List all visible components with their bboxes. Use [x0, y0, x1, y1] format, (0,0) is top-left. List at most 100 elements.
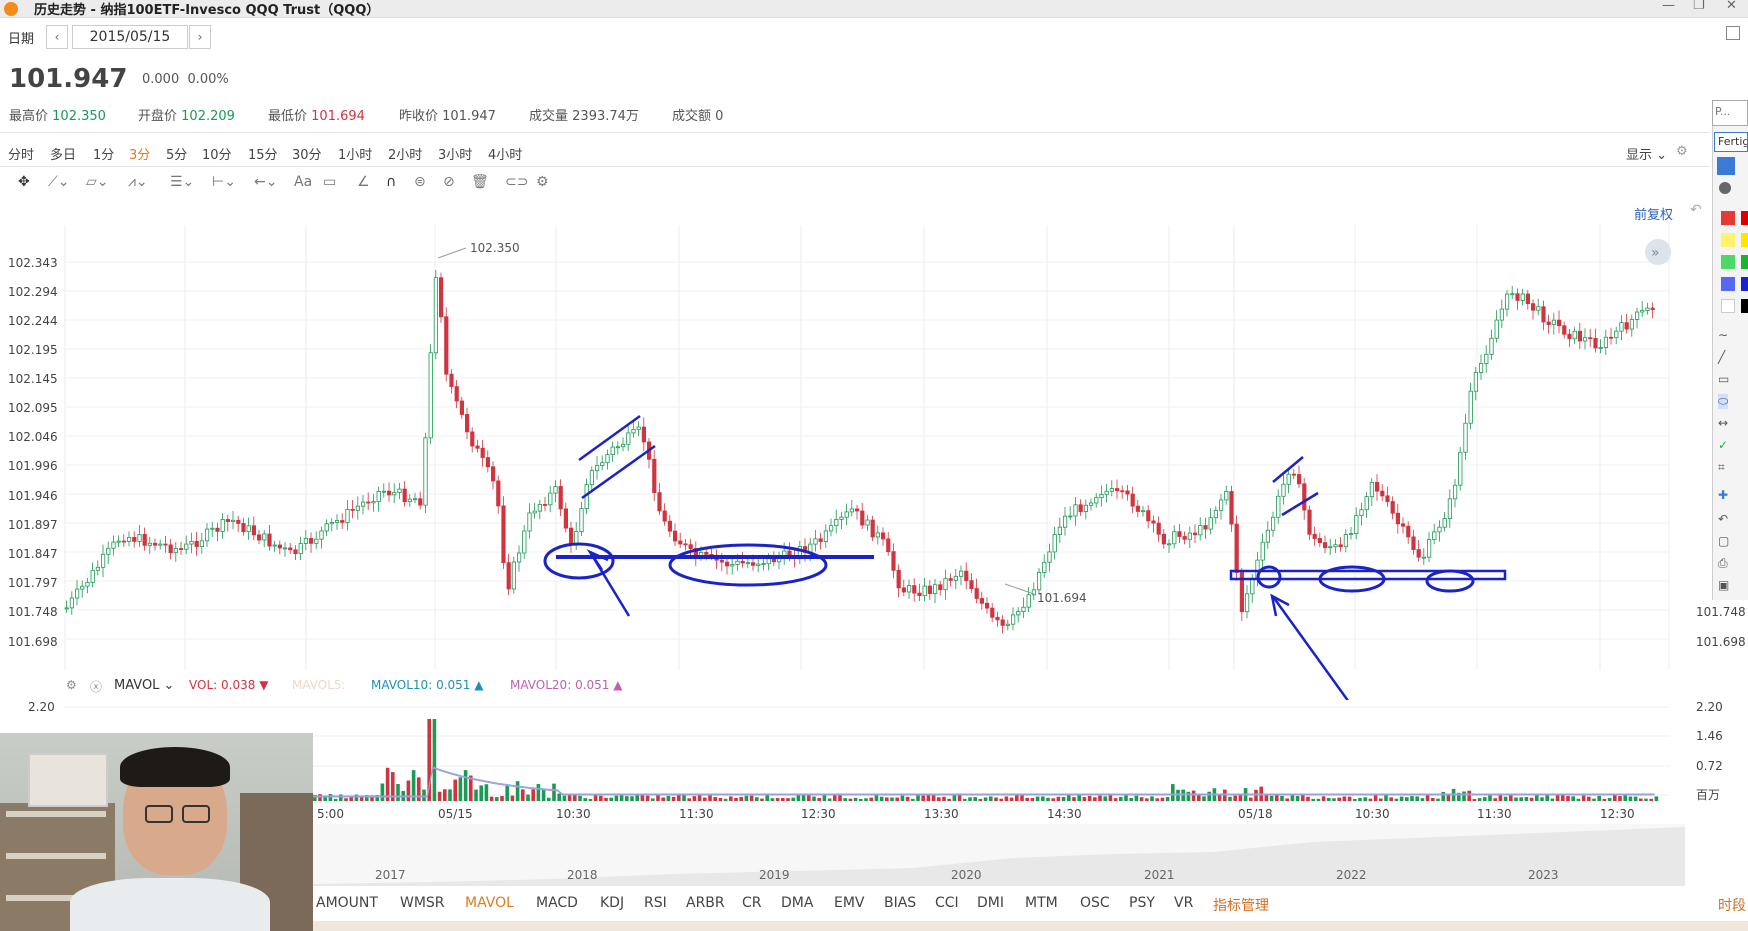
period-corner-label[interactable]: 时段: [1718, 895, 1746, 915]
color-white[interactable]: [1721, 299, 1735, 313]
settings-icon[interactable]: ⚙: [1676, 144, 1688, 159]
indicator-manage-button[interactable]: 指标管理: [1213, 895, 1269, 915]
period-tab-10m[interactable]: 10分: [202, 144, 232, 163]
note-icon[interactable]: ▭: [323, 174, 336, 190]
time-navigator[interactable]: [313, 824, 1685, 886]
indicator-tab-mavol[interactable]: MAVOL: [465, 895, 514, 911]
volume-bar: [677, 795, 681, 801]
candle: [902, 588, 905, 592]
text-icon[interactable]: Aa: [294, 174, 312, 190]
palette-font-input[interactable]: Fertig: [1714, 132, 1748, 152]
indicator-tab-emv[interactable]: EMV: [834, 895, 865, 911]
delete-icon[interactable]: 🗑: [471, 174, 489, 190]
channel-icon[interactable]: ▱⌄: [86, 174, 109, 190]
volume-close-icon[interactable]: ⓧ: [90, 678, 102, 695]
maximize-icon[interactable]: ❐: [1693, 0, 1705, 13]
period-tab-4h[interactable]: 4小时: [488, 144, 522, 163]
candle: [122, 541, 125, 542]
move-icon[interactable]: ✥: [18, 174, 30, 190]
line-tool-icon[interactable]: ╱: [1718, 350, 1725, 364]
fib-icon[interactable]: ☰⌄: [170, 174, 194, 190]
volume-indicator-dropdown[interactable]: MAVOL ⌄: [114, 678, 174, 693]
period-tab-15m[interactable]: 15分: [248, 144, 278, 163]
volume-bar: [464, 770, 468, 801]
indicator-tab-cr[interactable]: CR: [742, 895, 762, 911]
pen-dot-small[interactable]: [1717, 157, 1735, 175]
indicator-tab-bias[interactable]: BIAS: [884, 895, 916, 911]
volume-bar: [1119, 797, 1123, 801]
color-darkgreen[interactable]: [1741, 255, 1748, 269]
indicator-tab-amount[interactable]: AMOUNT: [316, 895, 378, 911]
indicator-tab-arbr[interactable]: ARBR: [686, 895, 725, 911]
volume-bar: [1285, 798, 1289, 801]
annotation-line: [1282, 493, 1318, 515]
undo-icon[interactable]: ↶: [1690, 202, 1702, 218]
indicator-tab-dma[interactable]: DMA: [781, 895, 813, 911]
palette-undo-icon[interactable]: ↶: [1718, 512, 1728, 526]
color-black[interactable]: [1741, 299, 1748, 313]
period-tab-3m[interactable]: 3分: [129, 144, 150, 163]
indicator-tab-kdj[interactable]: KDJ: [600, 895, 624, 911]
indicator-tab-vr[interactable]: VR: [1174, 895, 1193, 911]
indicator-tab-cci[interactable]: CCI: [935, 895, 959, 911]
measure-icon[interactable]: ⊢⌄: [212, 174, 236, 190]
screen-icon[interactable]: ▣: [1718, 578, 1729, 592]
date-input[interactable]: 2015/05/15: [72, 25, 188, 49]
crop-icon[interactable]: ⌗: [1718, 460, 1725, 475]
color-gold[interactable]: [1741, 233, 1748, 247]
indicator-tab-mtm[interactable]: MTM: [1025, 895, 1058, 911]
color-yellow[interactable]: [1721, 233, 1735, 247]
period-tab-1h[interactable]: 1小时: [338, 144, 372, 163]
volume-bar: [589, 799, 593, 801]
print-icon[interactable]: ⎙: [1718, 556, 1728, 571]
wave-icon[interactable]: ⩘⌄: [128, 174, 148, 190]
candlestick-chart[interactable]: 102.350 101.694 »: [0, 220, 1690, 700]
zoom-in-icon[interactable]: ✚: [1718, 488, 1728, 502]
double-arrow-icon[interactable]: ↔: [1718, 416, 1728, 430]
color-green[interactable]: [1721, 255, 1735, 269]
photo-frame: [28, 753, 108, 807]
link-icon[interactable]: ⊂⊃: [505, 174, 528, 190]
minimize-icon[interactable]: —: [1662, 0, 1675, 13]
color-darkblue[interactable]: [1741, 277, 1748, 291]
indicator-tab-psy[interactable]: PSY: [1129, 895, 1155, 911]
trendline-icon[interactable]: ⟋⌄: [48, 174, 70, 190]
rect-tool-icon[interactable]: ▭: [1718, 372, 1729, 386]
indicator-tab-wmsr[interactable]: WMSR: [400, 895, 445, 911]
tool-settings-icon[interactable]: ⚙: [536, 174, 549, 190]
period-tab-5m[interactable]: 5分: [166, 144, 187, 163]
freehand-icon[interactable]: ∼: [1718, 328, 1728, 342]
candle: [231, 520, 234, 521]
volume-settings-icon[interactable]: ⚙: [66, 678, 77, 692]
display-dropdown[interactable]: 显示 ⌄: [1626, 144, 1667, 163]
period-tab-3h[interactable]: 3小时: [438, 144, 472, 163]
candle: [1453, 485, 1456, 499]
indicator-tab-osc[interactable]: OSC: [1080, 895, 1110, 911]
indicator-tab-dmi[interactable]: DMI: [977, 895, 1004, 911]
color-blue[interactable]: [1721, 277, 1735, 291]
period-tab-multiday[interactable]: 多日: [50, 144, 76, 163]
arrow-icon[interactable]: ←⌄: [254, 174, 277, 190]
candle: [1552, 320, 1555, 324]
ellipse-tool-icon[interactable]: ⬭: [1718, 394, 1728, 409]
indicator-tab-macd[interactable]: MACD: [536, 895, 578, 911]
next-date-button[interactable]: ›: [189, 25, 211, 49]
period-tab-timeshare[interactable]: 分时: [8, 144, 34, 163]
layout-toggle-icon[interactable]: [1726, 26, 1740, 40]
prev-date-button[interactable]: ‹: [46, 25, 68, 49]
lock-icon[interactable]: ⊜: [414, 174, 426, 190]
candle: [1173, 532, 1176, 544]
magnet-icon[interactable]: ∩: [386, 174, 396, 190]
new-page-icon[interactable]: ▢: [1718, 534, 1729, 548]
pen-dot-medium[interactable]: [1719, 182, 1731, 194]
period-tab-30m[interactable]: 30分: [292, 144, 322, 163]
eraser-icon[interactable]: ∠: [357, 174, 370, 190]
check-icon[interactable]: ✓: [1718, 438, 1728, 452]
period-tab-1m[interactable]: 1分: [93, 144, 114, 163]
color-darkred[interactable]: [1741, 211, 1748, 225]
period-tab-2h[interactable]: 2小时: [388, 144, 422, 163]
hide-icon[interactable]: ⊘: [443, 174, 455, 190]
close-icon[interactable]: ✕: [1726, 0, 1737, 13]
color-red[interactable]: [1721, 211, 1735, 225]
indicator-tab-rsi[interactable]: RSI: [644, 895, 667, 911]
